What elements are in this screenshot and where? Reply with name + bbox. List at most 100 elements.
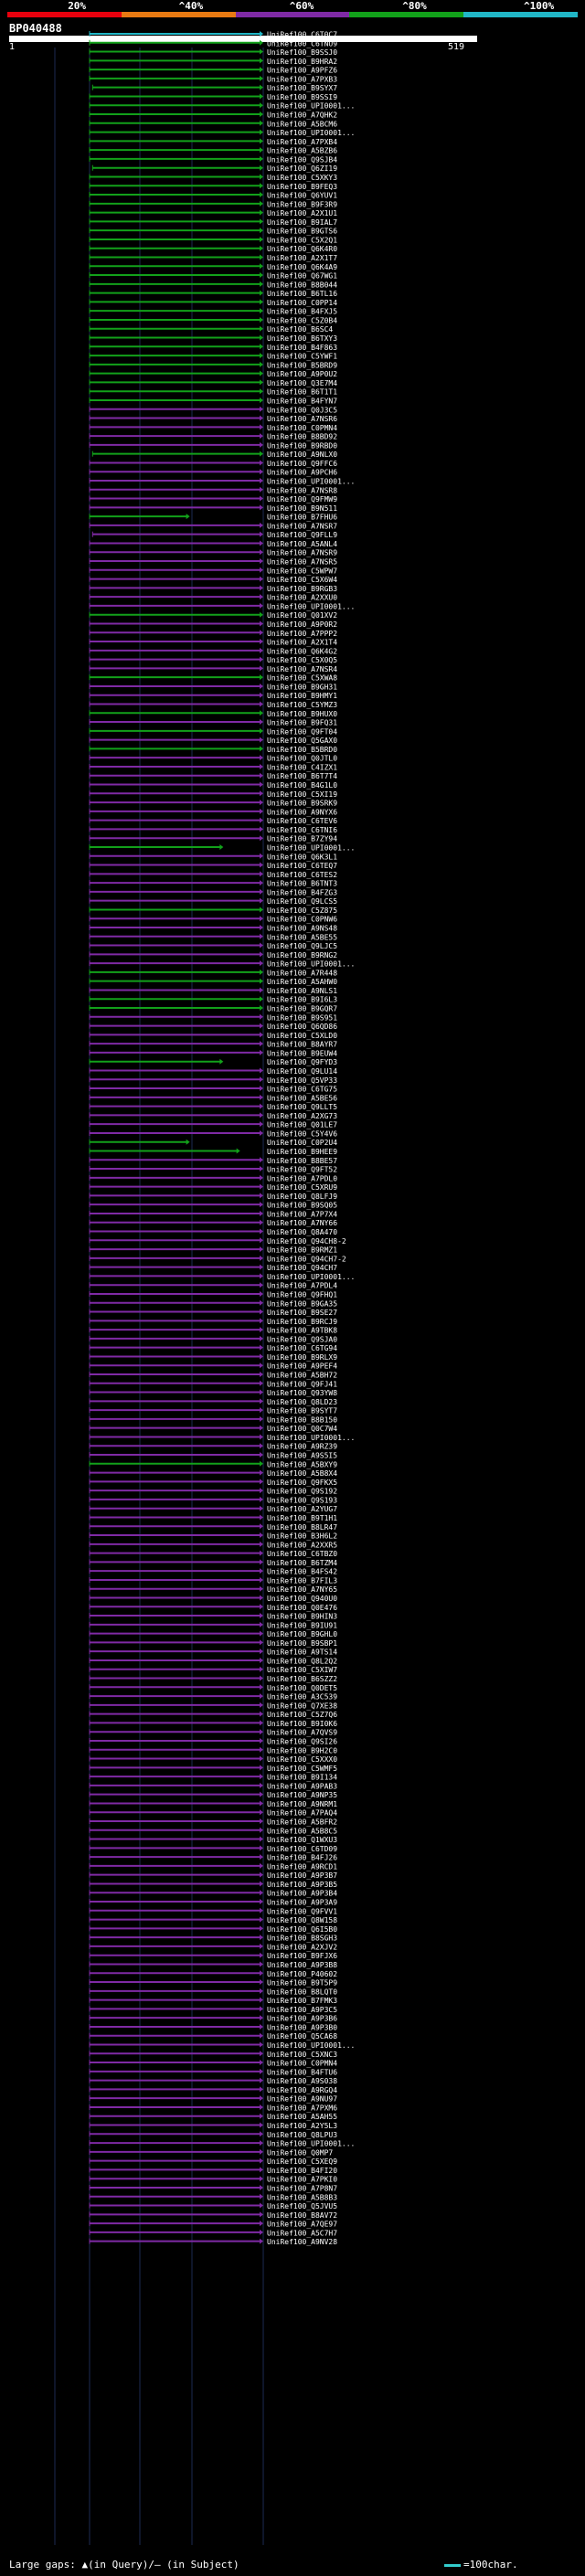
hit-label[interactable]: UniRef100_A5B8C5 bbox=[267, 1827, 337, 1835]
hit-label[interactable]: UniRef100_A7NSR8 bbox=[267, 486, 337, 494]
hit-label[interactable]: UniRef100_C6TD09 bbox=[267, 1845, 337, 1853]
hit-row[interactable]: UniRef100_B9SYX7 bbox=[91, 84, 337, 92]
hit-label[interactable]: UniRef100_A7P8N7 bbox=[267, 2184, 337, 2192]
hit-row[interactable]: UniRef100_Q0E476 bbox=[89, 1604, 337, 1612]
hit-row[interactable]: UniRef100_A7PXB4 bbox=[89, 138, 337, 146]
hit-row[interactable]: UniRef100_A9NS48 bbox=[89, 925, 337, 933]
hit-label[interactable]: UniRef100_B9HUX0 bbox=[267, 710, 337, 718]
hit-row[interactable]: UniRef100_Q9S193 bbox=[89, 1496, 337, 1504]
hit-label[interactable]: UniRef100_A9S5I5 bbox=[267, 1452, 337, 1460]
hit-row[interactable]: UniRef100_Q94CH7-2 bbox=[89, 1255, 346, 1263]
hit-label[interactable]: UniRef100_UPI0001... bbox=[267, 2140, 355, 2148]
hit-label[interactable]: UniRef100_B9IU91 bbox=[267, 1621, 337, 1629]
hit-label[interactable]: UniRef100_B7ZY94 bbox=[267, 835, 337, 843]
hit-label[interactable]: UniRef100_Q0C7W4 bbox=[267, 1425, 337, 1433]
hit-label[interactable]: UniRef100_B9SYT7 bbox=[267, 1407, 337, 1415]
hit-label[interactable]: UniRef100_A7PKI0 bbox=[267, 2176, 337, 2184]
hit-label[interactable]: UniRef100_Q6YUV1 bbox=[267, 192, 337, 200]
hit-label[interactable]: UniRef100_C5WPW7 bbox=[267, 567, 337, 575]
hit-label[interactable]: UniRef100_Q9FT52 bbox=[267, 1166, 337, 1174]
hit-row[interactable]: UniRef100_UPI0001... bbox=[89, 1434, 355, 1442]
hit-label[interactable]: UniRef100_B9HEE9 bbox=[267, 1148, 337, 1156]
hit-label[interactable]: UniRef100_Q9LU14 bbox=[267, 1067, 337, 1076]
hit-row[interactable]: UniRef100_B9GH31 bbox=[89, 683, 337, 691]
hit-row[interactable]: UniRef100_B4FS42 bbox=[89, 1568, 337, 1576]
hit-label[interactable]: UniRef100_C5Y4V6 bbox=[267, 1129, 337, 1138]
hit-label[interactable]: UniRef100_B4FS42 bbox=[267, 1568, 337, 1576]
hit-label[interactable]: UniRef100_Q9LLT5 bbox=[267, 1103, 337, 1111]
hit-label[interactable]: UniRef100_B9GHL0 bbox=[267, 1630, 337, 1638]
hit-row[interactable]: UniRef100_A7PDL4 bbox=[89, 1282, 337, 1290]
hit-row[interactable]: UniRef100_B8LQT0 bbox=[89, 1988, 337, 1996]
hit-row[interactable]: UniRef100_Q8A470 bbox=[89, 1228, 337, 1236]
hit-row[interactable]: UniRef100_B7FIL3 bbox=[89, 1576, 337, 1585]
hit-row[interactable]: UniRef100_Q9FYD3 bbox=[89, 1058, 337, 1066]
hit-row[interactable]: UniRef100_UPI0001... bbox=[89, 478, 355, 486]
hit-row[interactable]: UniRef100_B9HMY1 bbox=[89, 692, 337, 700]
hit-label[interactable]: UniRef100_C5YMZ3 bbox=[267, 701, 337, 709]
hit-row[interactable]: UniRef100_B9SRK9 bbox=[89, 800, 337, 808]
hit-label[interactable]: UniRef100_Q9SJB4 bbox=[267, 155, 337, 164]
hit-row[interactable]: UniRef100_Q67WG1 bbox=[89, 272, 337, 281]
hit-label[interactable]: UniRef100_A9PAB3 bbox=[267, 1782, 337, 1790]
hit-label[interactable]: UniRef100_B9IAL7 bbox=[267, 218, 337, 227]
hit-label[interactable]: UniRef100_Q9LJC5 bbox=[267, 942, 337, 950]
hit-row[interactable]: UniRef100_Q9FVV1 bbox=[89, 1907, 337, 1915]
hit-row[interactable]: UniRef100_B9RBD0 bbox=[89, 441, 337, 450]
hit-row[interactable]: UniRef100_Q0MP7 bbox=[89, 2148, 333, 2157]
hit-row[interactable]: UniRef100_B4FJ26 bbox=[89, 1854, 337, 1862]
hit-row[interactable]: UniRef100_A2X1T4 bbox=[89, 639, 337, 647]
hit-label[interactable]: UniRef100_B7FHU6 bbox=[267, 514, 337, 522]
hit-row[interactable]: UniRef100_A9P3B6 bbox=[89, 2015, 337, 2023]
hit-row[interactable]: UniRef100_A2XXR5 bbox=[89, 1541, 337, 1549]
hit-row[interactable]: UniRef100_Q0DET5 bbox=[89, 1684, 337, 1692]
hit-label[interactable]: UniRef100_A9NLS1 bbox=[267, 987, 337, 995]
hit-row[interactable]: UniRef100_A9P0U2 bbox=[89, 370, 337, 378]
hit-label[interactable]: UniRef100_A3C539 bbox=[267, 1693, 337, 1701]
hit-row[interactable]: UniRef100_A7QVS9 bbox=[89, 1729, 337, 1737]
hit-row[interactable]: UniRef100_Q94CH8-2 bbox=[89, 1237, 346, 1246]
hit-label[interactable]: UniRef100_B9SQ05 bbox=[267, 1202, 337, 1210]
hit-label[interactable]: UniRef100_A7QHK2 bbox=[267, 111, 337, 120]
hit-label[interactable]: UniRef100_C6TES2 bbox=[267, 871, 337, 879]
hit-label[interactable]: UniRef100_B4FI20 bbox=[267, 2167, 337, 2175]
hit-label[interactable]: UniRef100_A7QE97 bbox=[267, 2221, 337, 2229]
hit-row[interactable]: UniRef100_A5BXY9 bbox=[89, 1460, 337, 1468]
hit-label[interactable]: UniRef100_B8SGH3 bbox=[267, 1935, 337, 1943]
hit-row[interactable]: UniRef100_C5WMF5 bbox=[89, 1765, 337, 1773]
hit-label[interactable]: UniRef100_C5XLD0 bbox=[267, 1032, 337, 1040]
hit-row[interactable]: UniRef100_B5BRD9 bbox=[89, 361, 337, 369]
hit-label[interactable]: UniRef100_B9I6L3 bbox=[267, 996, 337, 1004]
hit-label[interactable]: UniRef100_B8BD92 bbox=[267, 433, 337, 441]
hit-label[interactable]: UniRef100_Q8LPU3 bbox=[267, 2131, 337, 2139]
hit-label[interactable]: UniRef100_B6T7T4 bbox=[267, 772, 337, 780]
hit-row[interactable]: UniRef100_Q9LU14 bbox=[89, 1067, 337, 1076]
hit-label[interactable]: UniRef100_C5YWF1 bbox=[267, 353, 337, 361]
hit-label[interactable]: UniRef100_A9NP35 bbox=[267, 1791, 337, 1799]
hit-row[interactable]: UniRef100_Q9FHQ1 bbox=[89, 1290, 337, 1299]
hit-label[interactable]: UniRef100_Q6K4R0 bbox=[267, 245, 337, 253]
hit-label[interactable]: UniRef100_C5XXX0 bbox=[267, 1755, 337, 1764]
hit-label[interactable]: UniRef100_B9S951 bbox=[267, 1013, 337, 1022]
hit-row[interactable]: UniRef100_Q6K4A9 bbox=[89, 263, 337, 271]
hit-row[interactable]: UniRef100_Q9FKX5 bbox=[89, 1479, 337, 1487]
hit-row[interactable]: UniRef100_A7NSR8 bbox=[89, 486, 337, 494]
hit-row[interactable]: UniRef100_C5X0Q5 bbox=[89, 656, 337, 664]
hit-row[interactable]: UniRef100_Q9FT52 bbox=[89, 1166, 337, 1174]
hit-label[interactable]: UniRef100_Q9FJ41 bbox=[267, 1380, 337, 1388]
hit-label[interactable]: UniRef100_C5Z7Q6 bbox=[267, 1711, 337, 1719]
hit-label[interactable]: UniRef100_Q01LE7 bbox=[267, 1121, 337, 1129]
hit-row[interactable]: UniRef100_C5XRU9 bbox=[89, 1183, 337, 1192]
hit-label[interactable]: UniRef100_C6TNU9 bbox=[267, 39, 337, 48]
hit-row[interactable]: UniRef100_A9S5I5 bbox=[89, 1452, 337, 1460]
hit-label[interactable]: UniRef100_B6SZZ2 bbox=[267, 1675, 337, 1683]
hit-row[interactable]: UniRef100_B9HUX0 bbox=[89, 710, 337, 718]
hit-label[interactable]: UniRef100_A7NSR9 bbox=[267, 549, 337, 557]
hit-label[interactable]: UniRef100_B9T5P9 bbox=[267, 1979, 337, 1988]
hit-label[interactable]: UniRef100_B7FMK3 bbox=[267, 1997, 337, 2005]
hit-row[interactable]: UniRef100_Q01LE7 bbox=[89, 1121, 337, 1129]
hit-label[interactable]: UniRef100_A9NV28 bbox=[267, 2238, 337, 2246]
hit-label[interactable]: UniRef100_C5XI19 bbox=[267, 790, 337, 799]
hit-label[interactable]: UniRef100_B9FQ31 bbox=[267, 719, 337, 727]
hit-row[interactable]: UniRef100_B9FEQ3 bbox=[89, 183, 337, 191]
